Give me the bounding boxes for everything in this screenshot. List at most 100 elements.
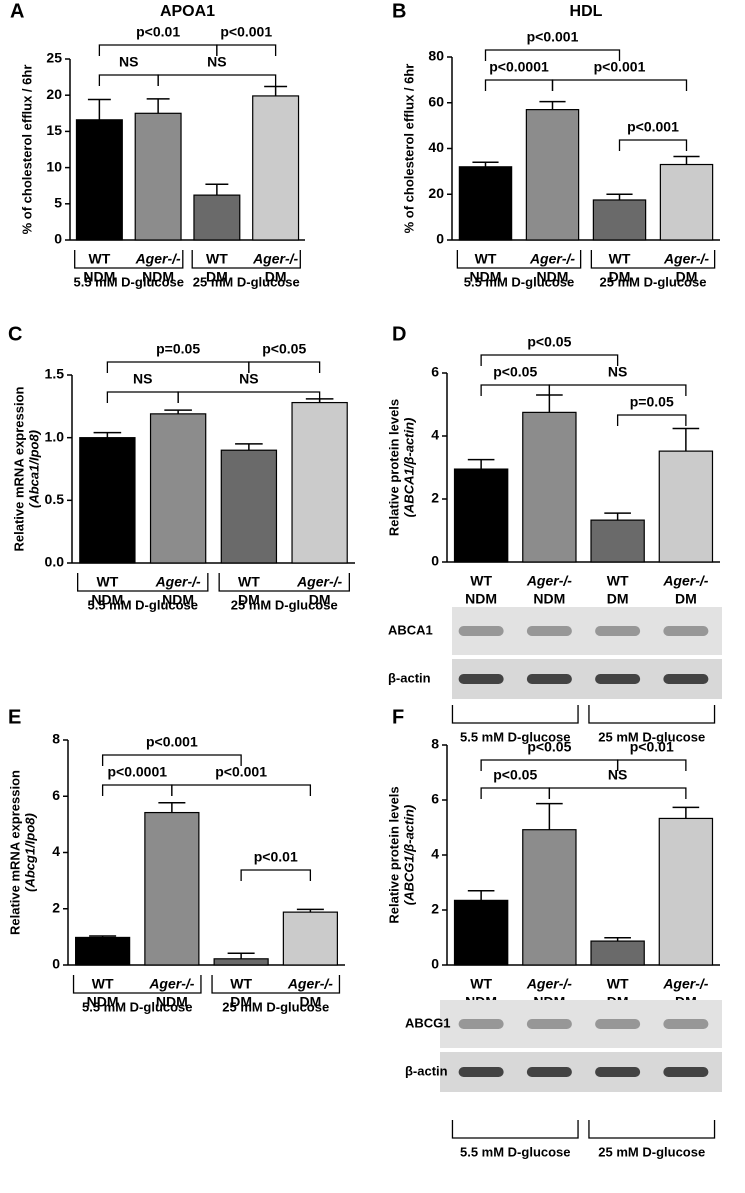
significance-bracket bbox=[106, 361, 250, 373]
blot-band bbox=[458, 1019, 504, 1029]
group-bracket bbox=[74, 250, 184, 269]
blot-band bbox=[458, 626, 504, 636]
bar bbox=[220, 449, 278, 564]
blot-band bbox=[458, 674, 504, 684]
significance-bracket bbox=[480, 354, 619, 366]
y-axis-label: (Abca1/Ipo8) bbox=[26, 430, 41, 508]
bar bbox=[659, 163, 714, 241]
group-label: 5.5 mM D-glucose bbox=[73, 274, 184, 289]
group-bracket bbox=[77, 573, 209, 592]
blot-label: β-actin bbox=[405, 1063, 448, 1078]
group-label: 5.5 mM D-glucose bbox=[464, 274, 575, 289]
y-tick-label: 2 bbox=[431, 901, 439, 917]
significance-bracket bbox=[616, 759, 687, 771]
significance-bracket bbox=[101, 754, 242, 766]
x-tick-label: NDM bbox=[162, 592, 194, 608]
group-bracket bbox=[72, 975, 202, 994]
bar bbox=[75, 936, 131, 966]
y-tick-label: 0.5 bbox=[45, 491, 65, 507]
y-tick-label: 6 bbox=[431, 364, 439, 380]
group-bracket bbox=[588, 705, 716, 724]
y-tick-label: 60 bbox=[428, 93, 444, 109]
significance-label: p<0.05 bbox=[262, 341, 306, 357]
x-tick-label: WT bbox=[470, 573, 492, 589]
blot-band bbox=[663, 674, 709, 684]
x-tick-label: Ager-/- bbox=[148, 976, 194, 992]
panel-letter: E bbox=[8, 706, 21, 728]
x-tick-label: NDM bbox=[470, 269, 502, 285]
bar bbox=[658, 817, 714, 966]
significance-bracket bbox=[480, 787, 551, 799]
x-tick-label: WT bbox=[88, 251, 110, 267]
significance-label: p<0.05 bbox=[493, 364, 537, 380]
bar bbox=[590, 519, 645, 563]
blot-band bbox=[526, 674, 572, 684]
significance-bracket bbox=[484, 79, 554, 91]
significance-bracket bbox=[101, 784, 173, 796]
bar bbox=[522, 829, 577, 966]
significance-bracket bbox=[216, 44, 277, 56]
y-tick-label: 2 bbox=[52, 899, 60, 915]
significance-label: p<0.001 bbox=[594, 59, 646, 75]
blot-band bbox=[663, 1067, 709, 1077]
blot-band bbox=[595, 674, 641, 684]
group-bracket bbox=[588, 1120, 716, 1139]
bar bbox=[134, 112, 182, 241]
significance-label: NS bbox=[119, 54, 138, 70]
y-tick-label: 10 bbox=[46, 158, 62, 174]
blot-band bbox=[458, 1067, 504, 1077]
group-label: 25 mM D-glucose bbox=[600, 274, 707, 289]
x-tick-label: NDM bbox=[533, 591, 565, 607]
chart-title: APOA1 bbox=[160, 3, 215, 20]
y-tick-label: 0.0 bbox=[45, 554, 65, 570]
y-axis-label: Relative mRNA expression bbox=[7, 770, 22, 935]
blot-band bbox=[526, 1019, 572, 1029]
significance-bracket bbox=[157, 74, 277, 86]
y-tick-label: 0 bbox=[436, 231, 444, 247]
x-tick-label: WT bbox=[206, 251, 228, 267]
blot-band bbox=[663, 626, 709, 636]
bar bbox=[149, 413, 207, 564]
y-axis-label: Relative mRNA expression bbox=[11, 386, 26, 551]
x-tick-label: NDM bbox=[87, 994, 119, 1010]
x-tick-label: DM bbox=[675, 591, 697, 607]
x-tick-label: Ager-/- bbox=[526, 976, 572, 992]
x-tick-label: WT bbox=[230, 976, 252, 992]
y-axis-label: Relative protein levels bbox=[386, 399, 401, 536]
group-label: 5.5 mM D-glucose bbox=[460, 729, 571, 744]
y-tick-label: 15 bbox=[46, 122, 62, 138]
x-tick-label: WT bbox=[609, 251, 631, 267]
group-label: 5.5 mM D-glucose bbox=[87, 597, 198, 612]
significance-label: p=0.05 bbox=[156, 341, 200, 357]
y-tick-label: 0 bbox=[431, 553, 439, 569]
x-tick-label: NDM bbox=[91, 592, 123, 608]
x-tick-label: Ager-/- bbox=[529, 251, 575, 267]
y-tick-label: 8 bbox=[431, 736, 439, 752]
significance-bracket bbox=[484, 49, 621, 61]
x-tick-label: Ager-/- bbox=[296, 574, 342, 590]
panel-letter: C bbox=[8, 323, 22, 345]
group-label: 25 mM D-glucose bbox=[598, 729, 705, 744]
significance-label: p<0.001 bbox=[527, 29, 579, 45]
significance-label: p=0.05 bbox=[630, 394, 674, 410]
significance-bracket bbox=[548, 787, 687, 799]
y-tick-label: 0 bbox=[431, 956, 439, 972]
blot-band bbox=[526, 626, 572, 636]
y-tick-label: 80 bbox=[428, 48, 444, 64]
x-tick-label: WT bbox=[96, 574, 118, 590]
y-tick-label: 0 bbox=[54, 231, 62, 247]
x-tick-label: WT bbox=[238, 574, 260, 590]
significance-label: p<0.05 bbox=[527, 334, 571, 350]
bar bbox=[525, 109, 580, 241]
panel-letter: A bbox=[10, 0, 24, 22]
x-tick-label: Ager-/- bbox=[526, 573, 572, 589]
significance-label: p<0.001 bbox=[215, 764, 267, 780]
group-label: 5.5 mM D-glucose bbox=[460, 1144, 571, 1159]
panel-letter: D bbox=[392, 323, 406, 345]
x-tick-label: DM bbox=[206, 269, 228, 285]
x-tick-label: DM bbox=[607, 591, 629, 607]
x-tick-label: WT bbox=[92, 976, 114, 992]
group-bracket bbox=[211, 975, 341, 994]
significance-bracket bbox=[240, 869, 312, 881]
x-tick-label: DM bbox=[676, 269, 698, 285]
